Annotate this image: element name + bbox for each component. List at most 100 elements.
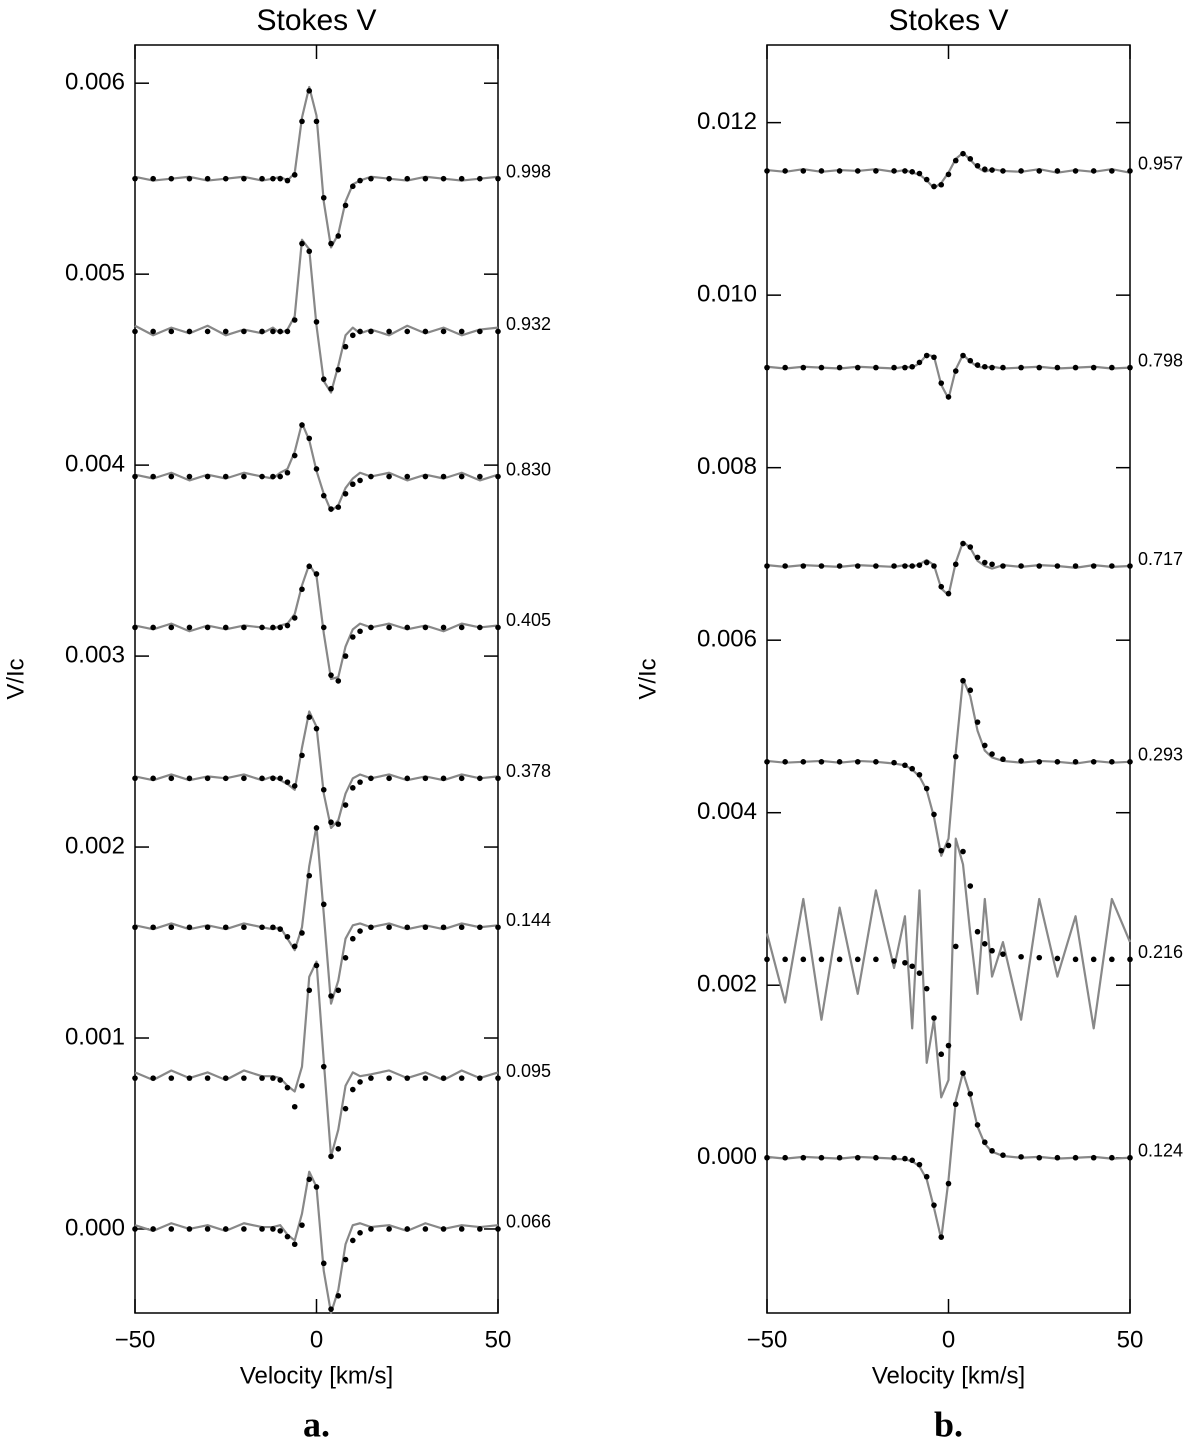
model-point (313, 118, 320, 125)
model-point (277, 926, 284, 932)
model-point (357, 328, 363, 335)
model-point (854, 563, 861, 569)
y-axis-label: V/Ic (634, 658, 661, 699)
model-point (186, 473, 193, 480)
model-point (477, 924, 483, 931)
observed-line (134, 238, 499, 394)
model-point (222, 775, 229, 782)
model-point (222, 624, 229, 631)
model-point (368, 473, 374, 480)
model-point (368, 175, 374, 182)
model-point (440, 924, 447, 931)
model-point (186, 924, 193, 931)
y-tick-label: 0.008 (697, 453, 757, 480)
model-point (960, 540, 966, 547)
chart-title: Stokes V (888, 4, 1008, 37)
model-point (277, 328, 284, 335)
model-point (386, 624, 392, 631)
model-point (328, 506, 334, 512)
model-point (967, 544, 974, 550)
model-point (945, 842, 952, 849)
model-point (818, 1154, 825, 1161)
model-point (422, 328, 429, 335)
model-point (818, 759, 825, 765)
model-point (335, 233, 342, 239)
model-point (241, 775, 247, 782)
model-point (836, 759, 843, 765)
model-point (1090, 956, 1097, 963)
model-point (320, 786, 327, 793)
model-point (923, 352, 930, 359)
model-point (328, 993, 334, 999)
model-point (186, 1075, 193, 1081)
model-point (854, 364, 861, 371)
model-point (982, 363, 988, 370)
model-point (342, 1256, 349, 1263)
plot-frame (766, 44, 1131, 1314)
model-point (764, 563, 770, 569)
model-point (422, 924, 429, 931)
phase-label: 0.932 (506, 314, 551, 334)
model-point (1127, 1154, 1133, 1161)
model-point (909, 963, 915, 970)
model-point (952, 943, 959, 950)
model-point (132, 473, 138, 480)
model-point (495, 924, 501, 931)
model-point (458, 175, 465, 182)
model-point (204, 775, 211, 782)
model-point (386, 775, 392, 782)
phase-label: 0.830 (506, 459, 551, 479)
model-point (891, 1154, 897, 1161)
model-point (150, 473, 156, 480)
model-point (495, 175, 501, 182)
model-point (404, 328, 411, 335)
model-point (782, 1154, 788, 1161)
model-point (204, 1226, 211, 1232)
model-point (291, 943, 298, 950)
model-point (916, 1161, 923, 1168)
model-point (1109, 759, 1115, 765)
model-point (873, 956, 879, 963)
model-point (204, 473, 211, 480)
model-point (259, 473, 265, 480)
y-tick-label: 0.000 (65, 1214, 125, 1241)
model-point (854, 168, 861, 174)
model-point (1090, 563, 1097, 569)
model-point (335, 987, 342, 994)
observed-line (766, 1071, 1131, 1240)
model-point (306, 1176, 313, 1183)
model-point (1036, 563, 1043, 569)
model-point (368, 328, 374, 335)
model-point (931, 183, 937, 190)
model-point (902, 563, 908, 569)
model-point (313, 1184, 320, 1190)
model-point (357, 628, 363, 635)
model-point (1000, 364, 1006, 371)
model-point (1000, 1152, 1006, 1158)
plot-frame (134, 44, 499, 1314)
y-tick-label: 0.005 (65, 260, 125, 287)
model-point (270, 328, 276, 335)
y-tick-label: 0.012 (697, 108, 757, 135)
model-point (328, 385, 334, 392)
model-point (945, 590, 952, 597)
model-point (335, 1145, 342, 1152)
model-point (989, 1148, 995, 1154)
model-point (495, 1075, 501, 1081)
model-point (477, 1075, 483, 1081)
model-point (909, 765, 915, 772)
phase-label: 0.144 (506, 910, 551, 930)
observed-line (134, 1170, 499, 1315)
model-point (150, 924, 156, 931)
model-point (368, 624, 374, 631)
model-point (440, 775, 447, 782)
y-tick-label: 0.004 (697, 798, 757, 825)
model-point (1072, 364, 1079, 371)
model-point (495, 473, 501, 480)
model-point (458, 1075, 465, 1081)
model-point (422, 175, 429, 182)
model-point (945, 1042, 952, 1049)
phase-label: 0.378 (506, 761, 551, 781)
model-point (1127, 364, 1133, 371)
model-point (204, 175, 211, 182)
